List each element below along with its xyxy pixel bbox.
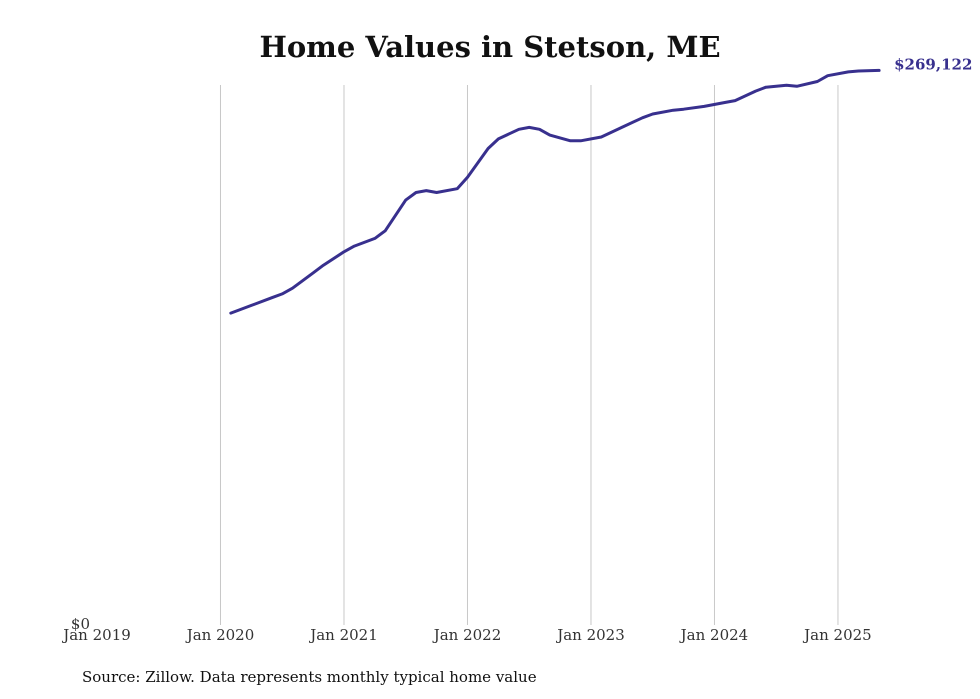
tick-labels: Jan 2019 Jan 2020 Jan 2021 Jan 2022 Jan 2023… bbox=[61, 55, 972, 644]
series-line bbox=[229, 68, 881, 315]
y-tick-label: $0 bbox=[71, 615, 90, 633]
x-tick-label: Jan 2020 bbox=[185, 626, 255, 644]
x-tick-label: Jan 2022 bbox=[432, 626, 502, 644]
x-tick-label: Jan 2021 bbox=[308, 626, 378, 644]
x-tick-label: Jan 2019 bbox=[61, 626, 131, 644]
source-note: Source: Zillow. Data represents monthly … bbox=[82, 668, 537, 686]
x-tick-label: Jan 2023 bbox=[555, 626, 625, 644]
line-chart: Jan 2019 Jan 2020 Jan 2021 Jan 2022 Jan 2023… bbox=[61, 55, 972, 644]
x-tick-label: Jan 2025 bbox=[802, 626, 872, 644]
end-value-label: $269,122 bbox=[894, 55, 972, 73]
series-layer bbox=[229, 68, 881, 315]
chart-title: Home Values in Stetson, ME bbox=[259, 30, 721, 64]
vertical-grid bbox=[219, 85, 839, 625]
x-tick-label: Jan 2024 bbox=[679, 626, 749, 644]
